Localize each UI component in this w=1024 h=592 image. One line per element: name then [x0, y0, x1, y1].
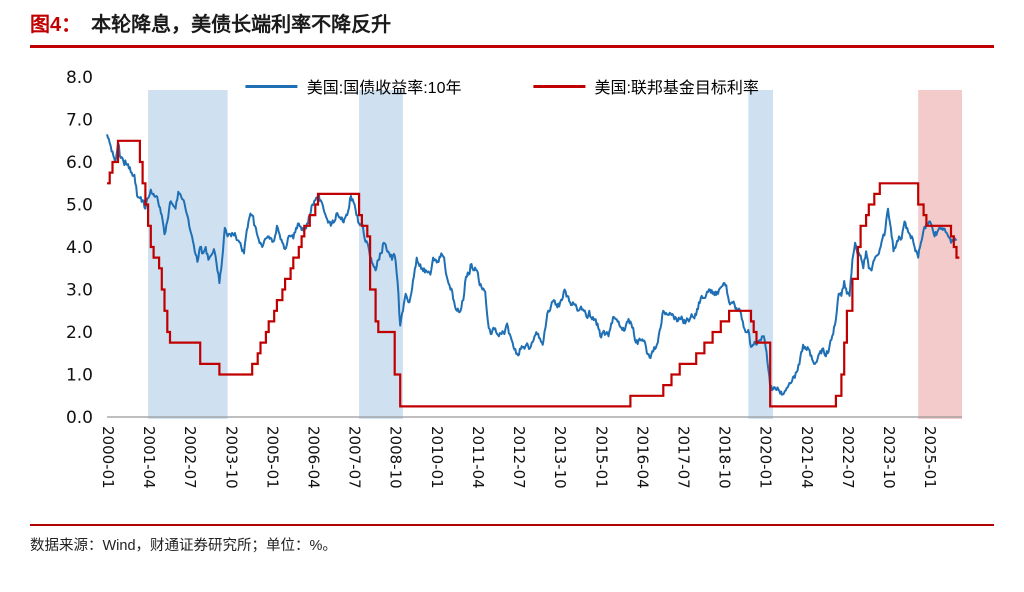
y-tick-label: 0.0: [66, 408, 93, 428]
y-tick-label: 3.0: [66, 281, 93, 301]
x-tick-label: 2013-10: [551, 426, 569, 489]
y-tick-label: 7.0: [66, 111, 93, 131]
x-tick-label: 2016-04: [633, 426, 651, 489]
x-tick-label: 2020-01: [757, 426, 775, 489]
figure-number: 图4：: [30, 14, 82, 36]
shaded-band-easing-2019-2020: [748, 90, 773, 419]
chart-area: 美国:国债收益率:10年 美国:联邦基金目标利率 8.0 7.0 6.0 5.0 4.0…: [30, 52, 994, 524]
x-tick-label: 2025-01: [921, 426, 939, 489]
x-tick-label: 2021-04: [798, 426, 816, 489]
x-tick-label: 2022-07: [839, 426, 857, 489]
us10y-line: [106, 134, 958, 396]
x-tick-label: 2011-04: [469, 426, 487, 489]
chart-svg: 8.0 7.0 6.0 5.0 4.0 3.0 2.0 1.0 0.0 2000-01 2001-0…: [66, 68, 962, 489]
fed-funds-line: [107, 139, 960, 408]
title-divider: [30, 45, 994, 48]
x-tick-label: 2023-10: [880, 426, 898, 489]
y-tick-label: 2.0: [66, 323, 93, 343]
x-tick-label: 2010-01: [428, 426, 446, 489]
source-note: 数据来源：Wind，财通证券研究所；单位：%。: [30, 524, 994, 555]
legend-label-fedfunds: 美国:联邦基金目标利率: [594, 80, 759, 97]
figure-title: 图4： 本轮降息，美债长端利率不降反升: [30, 12, 994, 38]
x-tick-label: 2008-10: [387, 426, 405, 489]
x-tick-label: 2015-01: [592, 426, 610, 489]
x-tick-label: 2000-01: [99, 426, 117, 489]
shaded-band-easing-2024-current: [918, 90, 962, 419]
x-tick-label: 2007-07: [346, 426, 364, 489]
legend-label-us10y: 美国:国债收益率:10年: [306, 80, 462, 97]
y-tick-label: 5.0: [66, 196, 93, 216]
x-tick-label: 2003-10: [222, 426, 240, 489]
chart-legend: 美国:国债收益率:10年 美国:联邦基金目标利率: [245, 74, 759, 98]
x-tick-label: 2012-07: [510, 426, 528, 489]
x-tick-label: 2017-07: [675, 426, 693, 489]
y-tick-label: 4.0: [66, 238, 93, 258]
x-tick-label: 2018-10: [716, 426, 734, 489]
figure-title-text: 本轮降息，美债长端利率不降反升: [91, 14, 392, 36]
legend-line-swatch-red: [533, 84, 586, 88]
y-tick-label: 1.0: [66, 366, 93, 386]
legend-line-swatch-blue: [245, 84, 298, 88]
y-tick-label: 6.0: [66, 153, 93, 173]
legend-item-fedfunds: 美国:联邦基金目标利率: [533, 74, 759, 98]
x-tick-label: 2006-04: [305, 426, 323, 489]
x-tick-label: 2001-04: [140, 426, 158, 489]
x-tick-label: 2005-01: [263, 426, 281, 489]
source-text: 数据来源：Wind，财通证券研究所；单位：%。: [30, 538, 337, 554]
x-tick-label: 2002-07: [181, 426, 199, 489]
shaded-band-easing-2007-2008: [359, 90, 403, 419]
y-tick-label: 8.0: [66, 68, 93, 88]
legend-item-us10y: 美国:国债收益率:10年: [245, 74, 462, 98]
